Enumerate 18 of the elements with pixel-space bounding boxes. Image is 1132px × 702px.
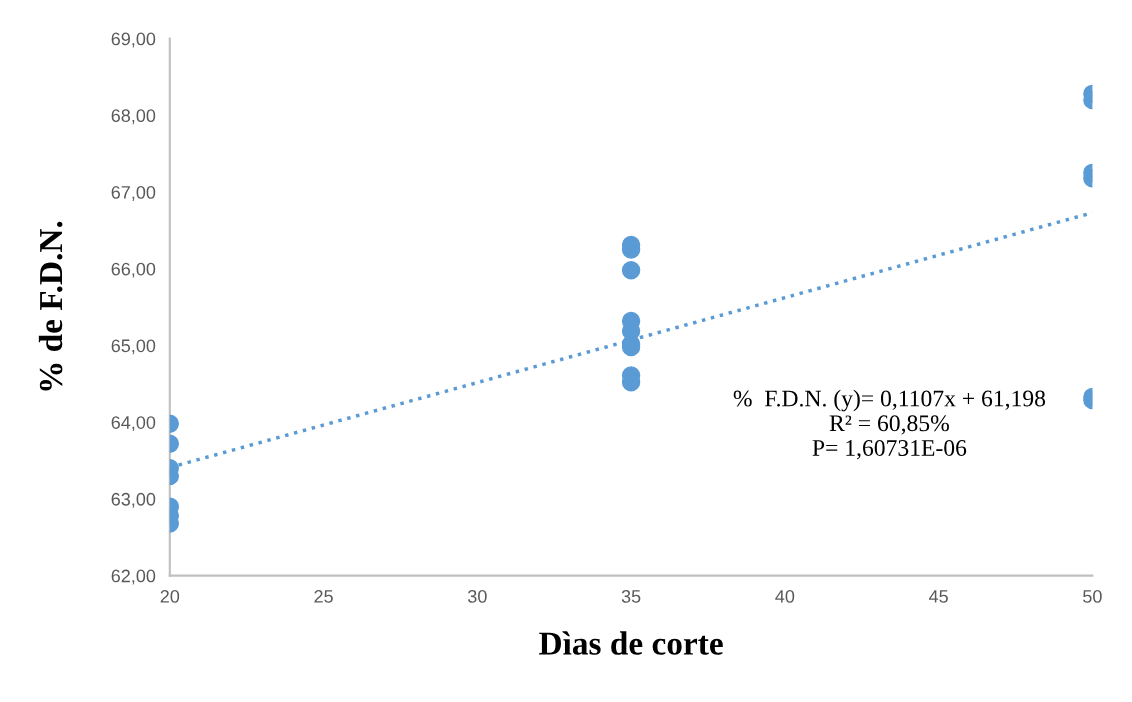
y-tick-label: 62,00 (111, 569, 156, 585)
x-tick-label: 30 (467, 590, 487, 603)
y-tick-label: 67,00 (111, 185, 156, 201)
annotation: % F.D.N. (y)= 0,1107x + 61,198 R² = 60,85% P= 1,60731E-06 (733, 389, 1046, 460)
y-tick-label: 68,00 (111, 109, 156, 125)
y-tick-label: 66,00 (111, 262, 156, 278)
y-tick-label: 63,00 (111, 492, 156, 508)
x-axis-title: Dìas de corte (539, 631, 723, 655)
x-tick-label: 20 (160, 590, 180, 603)
x-tick-label: 45 (928, 590, 948, 603)
x-tick-label: 40 (775, 590, 795, 603)
x-tick-label: 25 (314, 590, 333, 603)
y-axis-title: % de F.D.N. (38, 221, 63, 391)
y-tick-label: 65,00 (111, 339, 156, 355)
x-tick-label: 35 (621, 590, 641, 603)
y-tick-label: 64,00 (111, 416, 156, 432)
x-tick-label: 50 (1083, 590, 1102, 603)
y-tick-label: 69,00 (111, 32, 156, 48)
